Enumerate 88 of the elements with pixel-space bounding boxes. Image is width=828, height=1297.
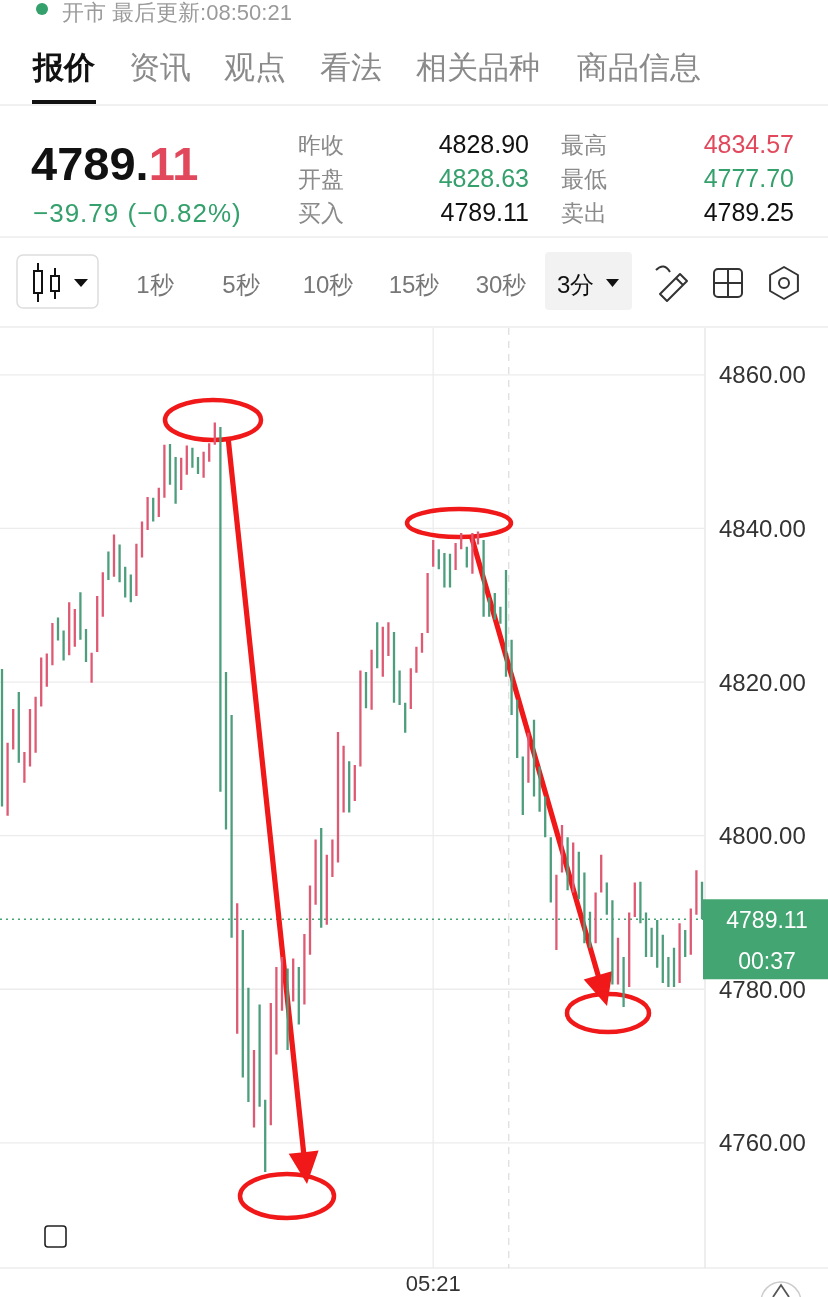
- y-tick-label: 4780.00: [719, 975, 806, 1003]
- candlestick: [499, 606, 502, 624]
- candlestick: [482, 539, 485, 617]
- y-tick-label: 4760.00: [719, 1129, 806, 1157]
- text: 卖出: [561, 200, 607, 226]
- candlestick: [303, 933, 306, 1005]
- candlestick: [415, 646, 418, 673]
- candlestick: [174, 457, 177, 504]
- candlestick: [79, 592, 82, 640]
- candlestick: [566, 837, 569, 891]
- candlestick: [314, 839, 317, 905]
- candlestick: [219, 427, 222, 792]
- candlestick: [213, 422, 216, 445]
- text: 1秒: [136, 271, 174, 298]
- candlestick: [62, 630, 65, 661]
- candlestick: [275, 966, 278, 1055]
- text: 最高: [561, 132, 607, 158]
- candlestick: [555, 874, 558, 951]
- candlestick: [527, 732, 530, 783]
- candlestick: [678, 923, 681, 984]
- candlestick: [107, 551, 110, 580]
- y-tick-label: 4840.00: [719, 514, 806, 542]
- y-tick-label: 4800.00: [719, 822, 806, 850]
- text: 报价: [32, 50, 96, 85]
- text: 30秒: [475, 271, 527, 298]
- candlestick: [611, 900, 614, 985]
- candlestick: [230, 715, 233, 938]
- candlestick: [583, 872, 586, 944]
- text: 昨收: [298, 132, 344, 158]
- candlestick: [471, 533, 474, 574]
- candlestick: [118, 544, 121, 583]
- candlestick: [191, 447, 194, 468]
- candlestick: [51, 622, 54, 666]
- candlestick: [650, 927, 653, 957]
- candlestick: [443, 553, 446, 588]
- candlestick: [387, 622, 390, 656]
- text: 15秒: [388, 271, 440, 298]
- candlestick: [135, 543, 138, 597]
- text: 资讯: [129, 50, 191, 85]
- y-tick-label: 4820.00: [719, 668, 806, 696]
- candlestick: [34, 696, 37, 753]
- candlestick: [286, 968, 289, 1050]
- candlestick: [426, 572, 429, 633]
- text: 商品信息: [577, 50, 701, 85]
- text: 4828.90: [438, 130, 529, 158]
- text: 4789.11: [440, 198, 529, 226]
- candlestick: [398, 670, 401, 706]
- text: 开盘: [298, 166, 344, 192]
- candlestick: [370, 649, 373, 710]
- text: 3分: [557, 271, 595, 298]
- candlestick: [90, 652, 93, 683]
- candlestick: [331, 839, 334, 878]
- text: 4789.25: [703, 198, 794, 226]
- y-tick-label: 4860.00: [719, 361, 806, 389]
- text: 看法: [320, 50, 382, 85]
- text: 买入: [298, 200, 344, 226]
- text: 4789.11: [31, 137, 199, 190]
- candlestick: [23, 751, 26, 783]
- text: 5秒: [222, 271, 260, 298]
- candlestick: [359, 670, 362, 767]
- text: 开市 最后更新:08:50:21: [62, 0, 292, 25]
- text: −39.79 (−0.82%): [33, 198, 242, 228]
- text: 4828.63: [438, 164, 529, 192]
- candlestick: [258, 1004, 261, 1107]
- text: 4834.57: [703, 130, 794, 158]
- candlestick: [639, 881, 642, 924]
- candlestick: [594, 892, 597, 944]
- candlestick: [667, 956, 670, 987]
- ref-line-label: 4789.11: [726, 906, 808, 933]
- candlestick: [247, 987, 250, 1103]
- text: 10秒: [302, 271, 354, 298]
- candlestick: [695, 870, 698, 915]
- candlestick: [163, 444, 166, 498]
- candlestick: [6, 742, 9, 816]
- candlestick: [208, 443, 211, 462]
- text: 最低: [561, 166, 607, 192]
- candlestick: [342, 745, 345, 813]
- text: 相关品种: [416, 50, 540, 85]
- candlestick: [622, 956, 625, 1007]
- candlestick: [454, 543, 457, 570]
- candlestick: [538, 766, 541, 812]
- x-tick-label: 05:21: [405, 1271, 461, 1296]
- text: 观点: [224, 50, 286, 85]
- candlestick: [146, 496, 149, 530]
- candlestick: [202, 451, 205, 478]
- text: 00:37: [738, 947, 796, 974]
- text: 4777.70: [703, 164, 794, 192]
- candlestick: [510, 639, 513, 716]
